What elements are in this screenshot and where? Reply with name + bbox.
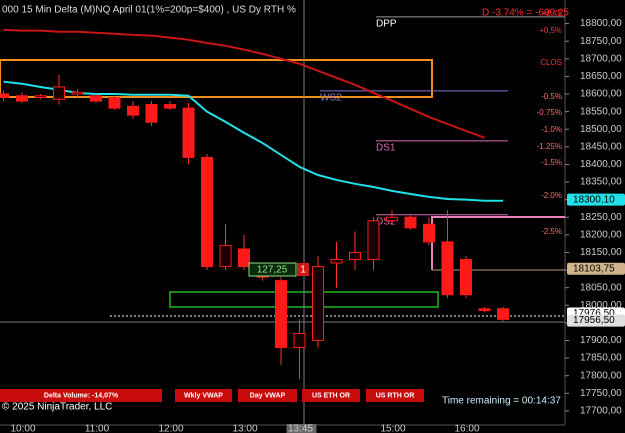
level-label: DPP xyxy=(376,19,397,30)
candle-body xyxy=(108,97,121,109)
toolbar-button-label[interactable]: Day VWAP xyxy=(250,392,286,399)
y-tick-label: 17850,00 xyxy=(580,353,622,364)
price-marker xyxy=(567,193,625,206)
chart-title: 000 15 Min Delta (M)NQ April 01(1%=200p=… xyxy=(2,5,296,16)
y-tick-label: 18750,00 xyxy=(580,36,622,47)
x-tick-label: 10:00 xyxy=(10,424,35,433)
y-tick-label: 18000,00 xyxy=(580,300,622,311)
y-tick-label: 18150,00 xyxy=(580,247,622,258)
y-tick-label: 17900,00 xyxy=(580,335,622,346)
level-line xyxy=(431,216,565,270)
candle-body xyxy=(478,308,491,312)
price-marker-label: 18300,10 xyxy=(573,194,615,205)
toolbar-button[interactable] xyxy=(366,389,424,402)
candle-body xyxy=(71,91,84,95)
candle-body xyxy=(404,216,417,229)
y-tick-label: 18250,00 xyxy=(580,212,622,223)
x-tick-label: 12:00 xyxy=(158,424,183,433)
price-marker-label: 17976,50 xyxy=(573,308,615,319)
candle-body xyxy=(0,93,10,99)
copyright: © 2025 NinjaTrader, LLC xyxy=(2,402,112,413)
x-tick-label: 13:45 xyxy=(288,424,313,433)
y-tick-label: 18450,00 xyxy=(580,141,622,152)
candle-body xyxy=(441,241,454,296)
price-marker-label: 17956,50 xyxy=(573,315,615,326)
percent-label: -2.0% xyxy=(541,191,562,200)
percent-label: -1.5% xyxy=(541,158,562,167)
percent-label: +0,5% xyxy=(539,26,562,35)
x-tick-label: 16:00 xyxy=(454,424,479,433)
price-marker xyxy=(567,314,625,327)
y-tick-label: 17750,00 xyxy=(580,388,622,399)
toolbar-button[interactable] xyxy=(238,389,297,402)
percent-label: -0.5% xyxy=(541,92,562,101)
candle-body xyxy=(275,280,287,349)
crosshair-count: 1 xyxy=(300,265,306,276)
level-label: WS2 xyxy=(320,92,342,103)
candle-body xyxy=(34,95,47,99)
candle-body xyxy=(312,266,324,341)
candle-body xyxy=(293,332,306,349)
crosshair-time-box xyxy=(286,424,317,433)
candle-body xyxy=(90,95,102,102)
candle-body xyxy=(182,107,195,158)
y-tick-label: 18800,00 xyxy=(580,18,622,29)
percent-label: -1.25% xyxy=(537,142,562,151)
y-tick-label: 18650,00 xyxy=(580,71,622,82)
y-tick-label: 18350,00 xyxy=(580,177,622,188)
y-tick-label: 18700,00 xyxy=(580,53,622,64)
eth-or-zone xyxy=(0,59,433,98)
candle-body xyxy=(201,156,213,268)
x-tick-label: 15:00 xyxy=(380,424,405,433)
indicator-line xyxy=(3,28,485,139)
candle-body xyxy=(497,308,509,320)
toolbar-button[interactable] xyxy=(302,389,360,402)
candle-body xyxy=(127,105,139,116)
toolbar-button[interactable] xyxy=(175,389,232,402)
percent-label: +0.75 xyxy=(542,9,563,18)
candle-body xyxy=(53,86,65,100)
candle-body xyxy=(330,259,343,264)
y-tick-label: 17700,00 xyxy=(580,406,622,417)
candle-body xyxy=(367,220,380,261)
y-tick-label: 18600,00 xyxy=(580,89,622,100)
percent-label: CLOS xyxy=(540,58,562,67)
toolbar-button-label[interactable]: US RTH OR xyxy=(376,392,415,399)
crosshair-value: 127,25 xyxy=(257,265,288,276)
y-tick-label: 18050,00 xyxy=(580,282,622,293)
candle-body xyxy=(460,259,472,296)
time-remaining: Time remaining = 00:14:37 xyxy=(442,396,561,407)
x-tick-label: 13:00 xyxy=(232,424,257,433)
indicator-line xyxy=(3,80,503,202)
level-label: DS1 xyxy=(376,142,396,153)
x-tick-label: 11:00 xyxy=(85,424,110,433)
y-tick-label: 18400,00 xyxy=(580,159,622,170)
y-tick-label: 18500,00 xyxy=(580,124,622,135)
toolbar-button-label[interactable]: US ETH OR xyxy=(312,392,350,399)
percent-label: -0.75% xyxy=(537,108,562,117)
candle-body xyxy=(16,95,28,102)
toolbar-button[interactable] xyxy=(0,389,162,402)
price-marker-label: 18103,75 xyxy=(573,263,615,274)
toolbar-button-label[interactable]: Delta Volume: -14,07% xyxy=(44,392,119,399)
y-tick-label: 18200,00 xyxy=(580,229,622,240)
candle-body xyxy=(219,244,232,268)
y-tick-label: 18550,00 xyxy=(580,106,622,117)
change-label: D -3.74% = -699.25 xyxy=(482,8,569,19)
level-label: DS2 xyxy=(376,216,396,227)
percent-label: -1.0% xyxy=(541,125,562,134)
toolbar-button-label[interactable]: Wkly VWAP xyxy=(184,392,223,399)
candle-body xyxy=(145,104,158,123)
candle-body xyxy=(238,248,250,268)
price-marker xyxy=(567,262,625,275)
percent-label: -2.5% xyxy=(541,227,562,236)
crosshair-value-box xyxy=(248,262,297,277)
candle-body xyxy=(386,216,398,222)
candle-body xyxy=(349,251,361,261)
y-tick-label: 17800,00 xyxy=(580,370,622,381)
candle-body xyxy=(423,223,435,243)
candle-body xyxy=(164,104,176,109)
crosshair-count-box xyxy=(297,263,309,276)
